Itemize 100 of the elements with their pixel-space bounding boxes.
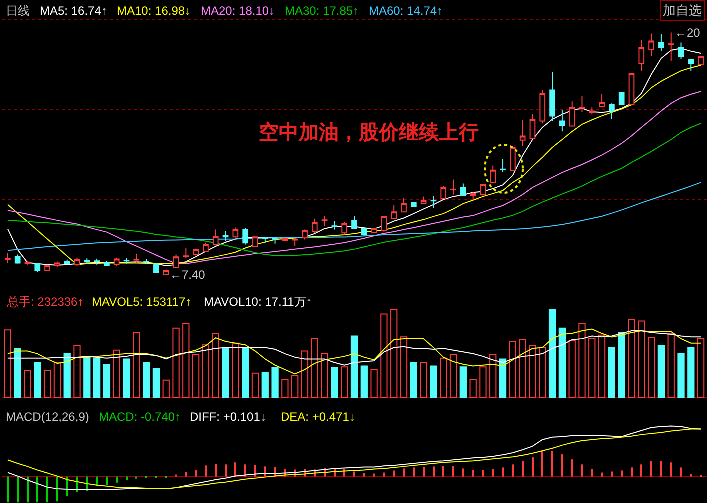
- candlestick: [698, 56, 704, 66]
- bar: [492, 469, 494, 477]
- bar: [400, 336, 408, 398]
- candlestick: [658, 34, 664, 52]
- bar: [433, 466, 435, 477]
- text: MA5: 16.74↑: [40, 4, 108, 18]
- bar: [618, 332, 626, 398]
- bar: [143, 362, 150, 398]
- candlestick: [500, 158, 506, 173]
- candlestick: [381, 216, 388, 232]
- candlestick: [332, 221, 338, 230]
- candlestick: [569, 101, 576, 127]
- candlestick: [272, 236, 278, 244]
- candlestick: [124, 258, 130, 264]
- candlestick: [193, 248, 199, 256]
- annotation: ←7.40: [170, 268, 206, 282]
- bar: [123, 358, 130, 398]
- bar: [558, 328, 566, 398]
- bar: [202, 344, 210, 398]
- bar: [420, 362, 428, 398]
- candlestick: [678, 42, 684, 60]
- candlestick: [450, 179, 456, 196]
- bar: [64, 353, 71, 398]
- bar: [462, 468, 464, 477]
- bar: [182, 323, 190, 398]
- bar: [126, 476, 128, 480]
- candlestick: [262, 236, 268, 244]
- candlestick: [401, 198, 407, 213]
- candlestick: [688, 59, 694, 72]
- candlestick: [410, 202, 417, 208]
- bar: [373, 474, 375, 477]
- candlestick: [312, 218, 318, 234]
- candlestick: [352, 216, 358, 230]
- bar: [282, 378, 289, 398]
- text: MA60: 14.74↑: [369, 4, 444, 18]
- candlestick: [648, 33, 654, 57]
- candlestick: [668, 32, 674, 62]
- bar: [93, 358, 101, 398]
- bar: [205, 466, 207, 477]
- candlestick: [322, 216, 328, 228]
- bar: [519, 339, 526, 398]
- bar: [670, 462, 672, 477]
- bar: [116, 476, 118, 483]
- bar: [234, 462, 236, 477]
- candlestick: [589, 107, 596, 116]
- bar: [470, 378, 477, 398]
- bar: [172, 328, 180, 398]
- candlestick: [34, 263, 41, 274]
- bar: [410, 362, 418, 398]
- bar: [44, 370, 52, 398]
- bar: [678, 353, 685, 398]
- bar: [648, 338, 656, 398]
- bar: [680, 468, 682, 477]
- candlestick: [54, 261, 60, 268]
- bar: [442, 466, 444, 477]
- candlestick: [144, 258, 150, 264]
- bar: [490, 354, 497, 398]
- candlestick: [510, 146, 516, 172]
- candlestick: [540, 90, 546, 124]
- bar: [292, 375, 299, 398]
- bar: [106, 476, 108, 486]
- bar: [7, 476, 9, 503]
- bar: [350, 336, 358, 398]
- chart-title: MACD(12,26,9): [6, 410, 90, 424]
- candlestick: [470, 192, 476, 200]
- text: MACD: -0.740↑: [99, 410, 182, 424]
- bar: [690, 474, 692, 477]
- series-label: 总手: 232336↑: [6, 295, 84, 309]
- text: MAVOL5: 153117↑: [92, 295, 192, 309]
- bar: [460, 366, 467, 398]
- candlestick: [114, 257, 120, 267]
- bar: [84, 356, 91, 398]
- candlestick: [618, 92, 625, 106]
- candlestick: [430, 196, 437, 209]
- bar: [272, 368, 279, 398]
- bar: [548, 309, 556, 398]
- bar: [502, 468, 504, 477]
- bar: [499, 358, 507, 398]
- bar: [301, 350, 309, 398]
- bar: [212, 333, 220, 398]
- bar: [152, 368, 160, 398]
- text: MA20: 18.10↓: [201, 4, 276, 18]
- candlestick: [252, 236, 258, 248]
- bar: [561, 454, 564, 477]
- candlestick: [84, 258, 90, 265]
- bar: [480, 366, 487, 398]
- candlestick: [134, 253, 140, 264]
- bar: [403, 468, 405, 477]
- bar: [393, 470, 395, 477]
- bar: [608, 347, 616, 398]
- candlestick: [14, 254, 21, 264]
- bar: [242, 347, 250, 398]
- candlestick: [342, 222, 348, 236]
- annotation: 空中加油，股价继续上行: [259, 121, 479, 144]
- bar: [509, 341, 516, 398]
- bar: [54, 362, 62, 398]
- bar: [650, 461, 652, 477]
- bar: [628, 319, 636, 398]
- bar: [4, 330, 12, 398]
- bar: [195, 470, 197, 477]
